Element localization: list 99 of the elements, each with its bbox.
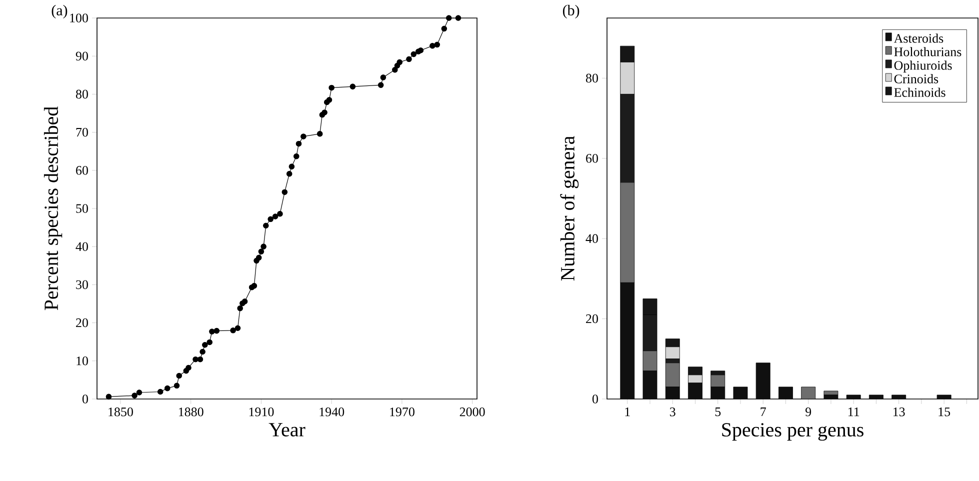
bar — [620, 282, 635, 399]
point — [430, 42, 436, 49]
point — [209, 328, 215, 334]
point — [268, 216, 274, 222]
point — [410, 51, 417, 58]
point — [132, 392, 138, 398]
y-tick-label: 20 — [586, 314, 598, 324]
x-tick-label: 13 — [893, 408, 905, 416]
legend-label: Ophiuroids — [894, 60, 952, 72]
bar — [620, 182, 635, 283]
point — [396, 59, 402, 66]
point — [157, 388, 164, 395]
y-tick-label: 10 — [76, 356, 88, 366]
y-tick-label: 80 — [76, 90, 88, 99]
point — [258, 248, 264, 254]
y-tick-label: 40 — [586, 234, 598, 243]
legend-label: Crinoids — [894, 74, 938, 84]
bar — [688, 382, 702, 399]
point — [446, 15, 452, 21]
point — [380, 74, 386, 80]
point — [206, 339, 213, 346]
point — [242, 298, 248, 304]
bar — [665, 362, 680, 388]
point — [418, 47, 424, 54]
point — [263, 222, 269, 229]
point — [186, 364, 192, 371]
point — [296, 140, 302, 147]
x-axis-title: Year — [268, 423, 306, 436]
y-axis-title: Percent species described — [44, 106, 62, 310]
legend-label: Holothurians — [894, 47, 962, 56]
x-tick-label: 1880 — [178, 408, 204, 416]
point — [300, 134, 306, 140]
point — [136, 390, 142, 396]
point — [434, 42, 440, 48]
x-tick-label: 1970 — [390, 408, 414, 416]
x-tick-label: 7 — [760, 408, 766, 416]
bar — [756, 362, 770, 399]
x-tick-label: 11 — [848, 408, 860, 416]
bar — [642, 370, 658, 399]
point — [214, 328, 220, 334]
x-tick-label: 5 — [715, 408, 721, 416]
y-tick-label: 70 — [76, 128, 88, 137]
legend-label: Asteroids — [894, 34, 944, 43]
y-tick-label: 50 — [76, 204, 88, 213]
y-tick-label: 90 — [76, 52, 88, 60]
y-tick-label: 20 — [76, 318, 88, 328]
x-axis-title: Species per genus — [722, 423, 864, 441]
point — [176, 372, 182, 379]
point — [106, 394, 112, 400]
point — [197, 356, 204, 362]
x-tick-label: 1910 — [249, 408, 274, 416]
chart-title: (b) — [562, 4, 580, 18]
point — [441, 26, 448, 32]
point — [192, 356, 198, 362]
point — [237, 305, 243, 312]
y-axis-title: Number of genera — [560, 136, 579, 281]
y-tick-label: 80 — [586, 74, 598, 83]
point — [200, 348, 206, 355]
point — [406, 56, 412, 62]
point — [282, 189, 288, 196]
point — [288, 164, 295, 170]
point — [455, 15, 462, 21]
point — [316, 130, 323, 137]
point — [328, 84, 334, 91]
point — [202, 342, 208, 348]
x-tick-label: 1850 — [108, 408, 133, 416]
x-tick-label: 3 — [670, 408, 676, 416]
point — [286, 170, 292, 177]
point — [326, 97, 332, 103]
point — [230, 328, 236, 334]
legend-label: Echinoids — [894, 88, 946, 97]
x-tick-label: 2000 — [460, 408, 485, 416]
x-tick-label: 9 — [806, 408, 812, 416]
point — [277, 210, 283, 217]
y-tick-label: 0 — [82, 394, 88, 404]
bar — [642, 350, 658, 372]
point — [251, 282, 258, 289]
point — [350, 84, 356, 90]
point — [293, 153, 300, 160]
y-tick-label: 0 — [592, 394, 598, 404]
point — [322, 110, 328, 116]
x-tick-label: 1 — [625, 408, 630, 416]
point — [260, 244, 266, 250]
point — [392, 66, 398, 73]
point — [256, 254, 262, 261]
x-tick-label: 15 — [938, 408, 950, 416]
point — [234, 325, 241, 332]
bar — [710, 374, 726, 388]
point — [174, 382, 180, 389]
y-tick-label: 60 — [76, 166, 88, 175]
point — [378, 82, 384, 88]
y-tick-label: 30 — [76, 280, 88, 290]
y-tick-label: 40 — [76, 242, 88, 251]
y-tick-label: 100 — [70, 14, 88, 22]
point — [272, 214, 278, 220]
y-tick-label: 60 — [586, 154, 598, 163]
x-tick-label: 1940 — [320, 408, 344, 416]
point — [164, 385, 170, 392]
chart-title: (a) — [52, 4, 68, 18]
